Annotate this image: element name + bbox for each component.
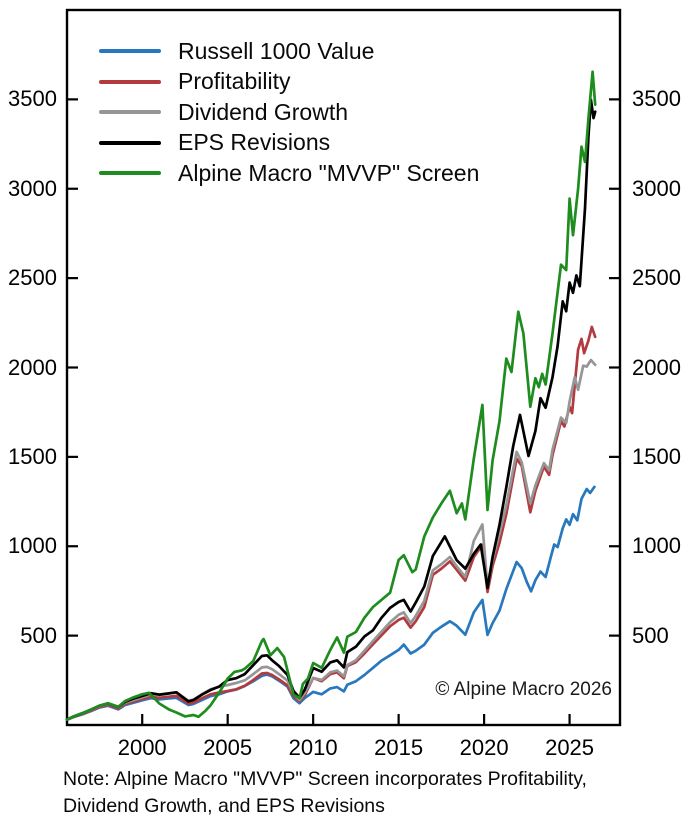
y-axis-tick-label-left: 2000 [8, 354, 57, 380]
series-line-eps-revisions [65, 98, 597, 721]
x-axis-tick-label: 2000 [117, 735, 167, 760]
legend-label: Russell 1000 Value [178, 37, 375, 64]
legend-item-eps-revisions: EPS Revisions [99, 128, 479, 159]
x-axis-tick-label: 2015 [374, 735, 424, 760]
x-axis-tick-label: 2010 [288, 735, 338, 760]
footnote-line-1: Note: Alpine Macro "MVVP" Screen incorpo… [63, 768, 587, 790]
y-axis-tick-label-left: 3500 [8, 86, 57, 112]
y-axis-tick-label-right: 1000 [632, 533, 681, 559]
legend-item-profitability: Profitability [99, 67, 479, 98]
x-axis-tick-label: 2025 [545, 735, 595, 760]
series-line-dividend-growth [65, 358, 597, 721]
y-axis-tick-label-right: 500 [632, 622, 669, 648]
y-axis-tick-label-left: 2500 [8, 265, 57, 291]
y-axis-tick-label-left: 1000 [8, 533, 57, 559]
alpine-macro-mvvp-line-swatch [99, 171, 161, 176]
series-line-alpine-macro-mvvp-screen [65, 70, 597, 721]
legend-label: EPS Revisions [178, 129, 331, 156]
russell-1000-value-line-swatch [99, 49, 161, 54]
profitability-line-swatch [99, 79, 161, 84]
footnote: Note: Alpine Macro "MVVP" Screen incorpo… [63, 766, 587, 820]
y-axis-tick-label-left: 1500 [8, 443, 57, 469]
legend-item-russell-1000-value: Russell 1000 Value [99, 36, 479, 67]
y-axis-tick-label-right: 3000 [632, 175, 681, 201]
legend-item-dividend-growth: Dividend Growth [99, 97, 479, 128]
x-axis-tick-label: 2005 [203, 735, 253, 760]
legend-label: Dividend Growth [178, 98, 349, 125]
y-axis-tick-label-left: 500 [20, 622, 57, 648]
legend: Russell 1000 Value Profitability Dividen… [99, 36, 479, 189]
y-axis-tick-label-right: 3500 [632, 86, 681, 112]
y-axis-tick-label-right: 2500 [632, 265, 681, 291]
y-axis-tick-label-left: 3000 [8, 175, 57, 201]
footnote-line-2: Dividend Growth, and EPS Revisions [63, 795, 385, 817]
eps-revisions-line-swatch [99, 140, 161, 145]
dividend-growth-line-swatch [99, 110, 161, 115]
series-line-profitability [65, 325, 597, 721]
series-line-russell-1000-value [65, 485, 596, 721]
legend-item-alpine-macro-mvvp-screen: Alpine Macro "MVVP" Screen [99, 158, 479, 189]
legend-label: Profitability [178, 68, 291, 95]
x-axis-tick-label: 2020 [459, 735, 509, 760]
copyright-notice: © Alpine Macro 2026 [435, 679, 612, 700]
legend-label: Alpine Macro "MVVP" Screen [178, 159, 480, 186]
y-axis-tick-label-right: 1500 [632, 443, 681, 469]
y-axis-tick-label-right: 2000 [632, 354, 681, 380]
